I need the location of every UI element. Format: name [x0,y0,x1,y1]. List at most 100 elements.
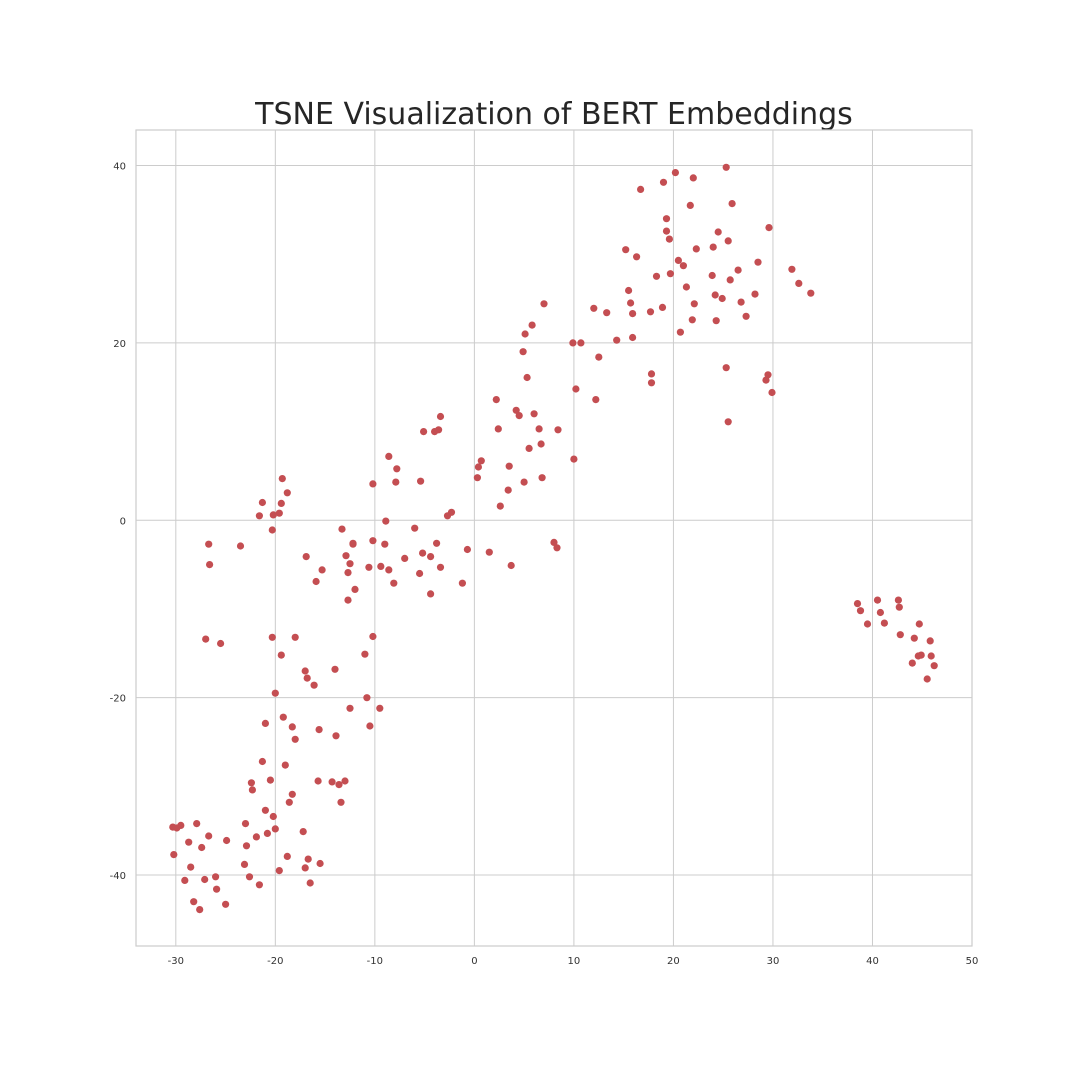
data-point [366,722,374,730]
data-point [658,303,667,311]
data-point [275,509,283,517]
data-point [248,786,256,794]
data-point [473,474,481,482]
data-point [304,855,312,863]
data-point [181,876,189,885]
data-point [288,790,296,798]
data-point [351,585,359,594]
data-point [880,619,889,627]
grid-lines [136,130,973,946]
data-point [504,486,512,494]
data-point [915,620,923,628]
data-point [926,637,934,645]
data-point [170,851,178,859]
data-point [754,258,762,266]
data-point [198,843,206,852]
data-point [613,336,621,344]
data-point [722,163,730,171]
data-point [535,425,543,433]
data-point [679,262,688,270]
x-tick-label: -30 [168,956,184,967]
data-point [930,662,938,670]
y-tick-label: -20 [110,694,126,705]
x-axis-ticks: -30 -20 -10 0 10 20 30 40 50 [168,956,979,967]
x-tick-label: -20 [267,956,283,967]
data-point [894,596,903,604]
data-point [795,279,803,287]
data-point [385,452,393,460]
data-point [291,633,299,641]
data-point [346,704,354,712]
data-point [417,477,425,485]
data-point [629,333,637,342]
x-tick-label: 30 [767,956,780,967]
data-points [169,163,938,914]
data-point [433,539,441,547]
data-point [709,243,717,251]
data-point [474,463,482,471]
data-point [646,308,655,316]
data-point [742,312,750,320]
data-point [271,689,279,697]
data-point [427,590,435,598]
data-point [577,339,585,347]
data-point [726,276,734,284]
data-point [223,836,231,845]
data-point [314,777,322,785]
data-point [241,820,250,828]
data-point [344,596,352,604]
data-point [553,544,561,552]
data-point [416,569,424,578]
data-point [724,418,732,426]
data-point [301,864,309,872]
data-point [285,798,293,806]
data-point [206,561,214,569]
x-tick-label: 50 [966,956,979,967]
data-point [435,426,443,434]
data-point [315,726,323,734]
data-point [392,478,400,486]
data-point [278,475,286,483]
data-point [376,704,384,712]
data-point [185,838,193,846]
data-point [737,298,745,306]
data-point [674,256,683,264]
data-point [277,499,285,507]
data-point [528,321,536,329]
data-point [240,860,249,869]
x-tick-label: -10 [367,956,383,967]
data-point [686,201,694,209]
data-point [734,266,742,274]
data-point [689,174,697,182]
data-point [344,569,352,577]
data-point [662,227,671,235]
data-point [369,632,377,641]
data-point [283,852,291,861]
data-point [193,820,201,828]
data-point [303,674,311,682]
data-point [419,549,427,557]
data-point [306,879,314,887]
data-point [202,635,210,643]
data-point [338,525,346,533]
y-tick-label: 0 [120,516,126,527]
data-point [275,867,283,875]
data-point [496,502,504,510]
data-point [569,339,577,347]
data-point [390,579,398,587]
data-point [252,833,260,841]
data-point [724,237,732,245]
chart-title: TSNE Visualization of BERT Embeddings [254,97,853,132]
data-point [550,538,558,547]
x-tick-label: 40 [866,956,879,967]
data-point [332,732,340,740]
data-point [337,798,345,806]
data-point [910,634,918,642]
y-tick-label: -40 [110,871,126,882]
data-point [261,806,269,814]
data-point [718,294,726,303]
y-tick-label: 20 [113,339,126,350]
data-point [427,553,435,561]
data-point [401,554,409,563]
data-point [523,373,531,382]
